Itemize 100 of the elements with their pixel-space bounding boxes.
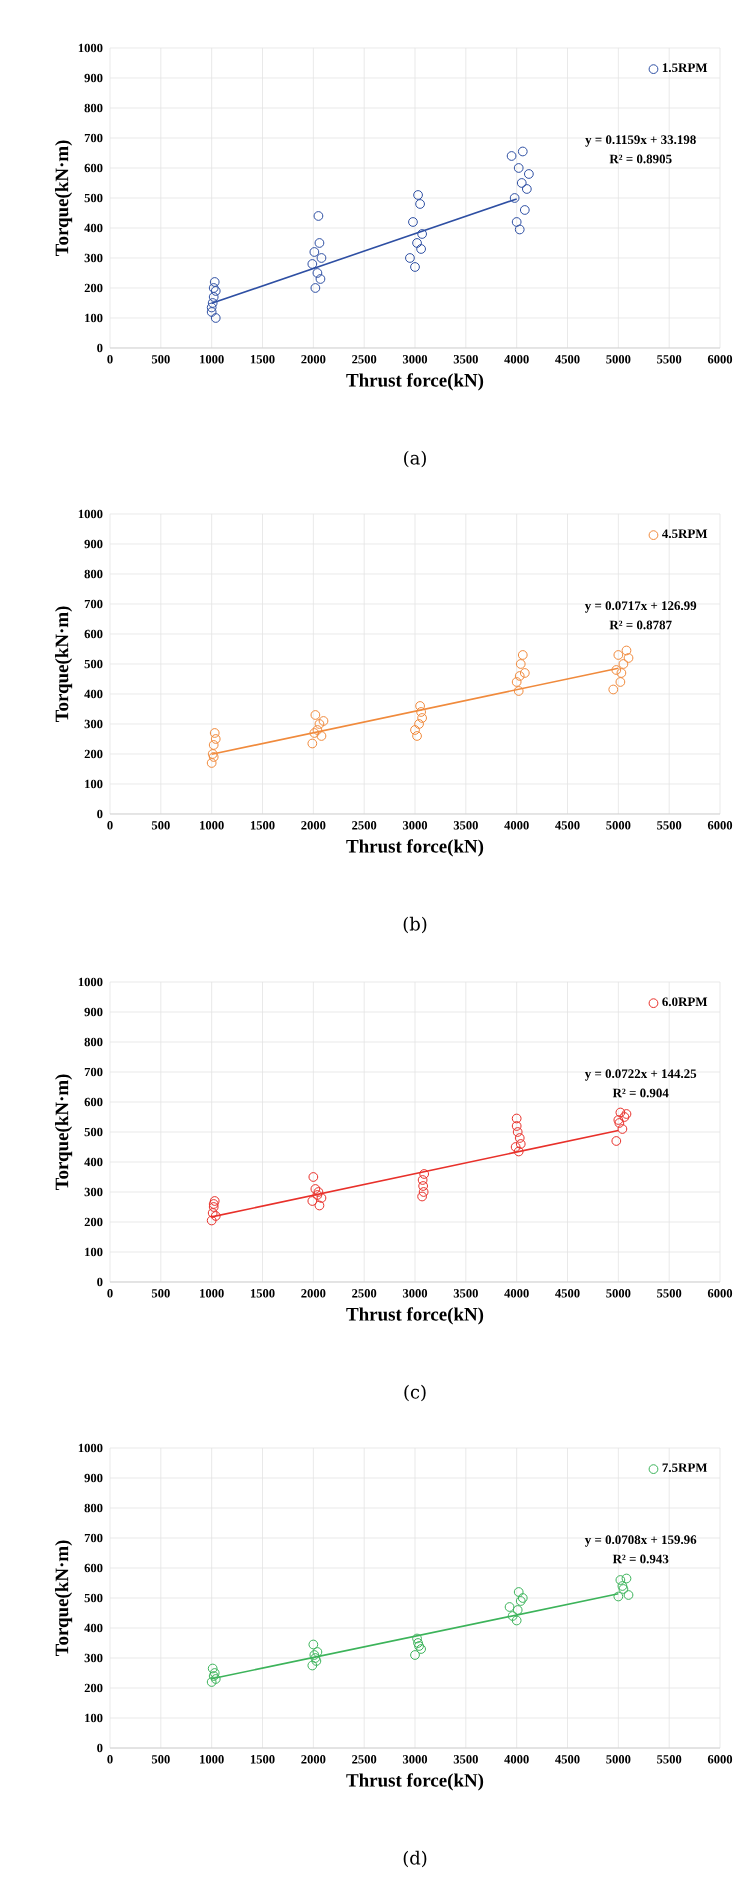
point [412,1633,422,1644]
point [307,259,318,269]
point [418,1187,429,1197]
text: (c) [404,1384,426,1402]
point [608,684,619,695]
point [513,1587,524,1597]
y-axis-title: Torque(kN·m) [54,140,73,257]
text: (d) [403,1850,427,1868]
y-axis-title: Torque(kN·m) [54,606,73,723]
point [410,262,420,272]
point [208,292,219,302]
point [416,244,426,254]
point [511,1615,522,1626]
point [504,1602,515,1612]
point [513,1146,524,1157]
point [523,169,534,179]
point [307,1196,318,1206]
point [514,1133,525,1143]
point [412,731,422,741]
point [410,725,420,735]
point [316,1193,327,1203]
point [417,229,427,239]
point [210,734,221,744]
point [412,238,422,248]
point [207,298,218,308]
point [613,1591,624,1602]
point [316,253,327,263]
point [308,1639,319,1650]
point [206,758,217,768]
point [514,224,525,235]
point [618,659,629,669]
y-axis-title: Torque(kN·m) [54,1074,73,1191]
point [206,1677,217,1687]
point [521,184,532,194]
point [314,719,325,729]
point [410,1650,420,1660]
point [615,1575,626,1585]
point [615,677,626,687]
point [209,728,220,738]
point [207,1663,218,1674]
point [413,190,423,200]
point [206,307,217,317]
point [418,1181,429,1191]
point [416,707,426,717]
point [312,268,323,278]
point [621,1573,632,1584]
x-axis-title: Thrust force(kN) [346,1773,484,1791]
point [513,686,524,696]
point [309,247,320,257]
point [615,1107,626,1118]
x-axis-title: Thrust force(kN) [346,839,484,857]
point [415,199,425,209]
point [611,1136,622,1146]
point [623,653,634,663]
point [419,1169,430,1179]
point [310,710,321,720]
point [512,1605,523,1615]
point [623,1590,634,1600]
point [308,1172,319,1182]
point [514,671,525,681]
point [314,238,325,248]
point [519,668,530,678]
point [613,650,624,660]
point [206,1215,217,1226]
point [415,701,425,711]
point [315,274,326,284]
point [513,163,524,173]
x-axis-title: Thrust force(kN) [346,373,484,391]
point [414,719,424,729]
point [210,313,221,323]
point [516,178,527,188]
point [616,668,627,678]
point [314,1200,325,1211]
point [512,1127,523,1137]
point [511,1113,522,1124]
y-axis-title: Torque(kN·m) [54,1540,73,1657]
point [417,1191,427,1202]
point [417,1175,428,1185]
point [417,713,427,723]
text: (b) [403,916,427,934]
point [316,731,327,741]
x-axis-title: Thrust force(kN) [346,1307,484,1325]
point [206,302,217,313]
point [511,1121,522,1131]
point [511,677,522,687]
point [515,659,526,669]
point [209,277,220,287]
point [517,146,528,157]
point [506,151,517,161]
point [515,1139,526,1149]
point [519,205,530,215]
point [510,1142,521,1152]
point [313,211,324,221]
point [517,650,528,660]
point [617,1124,628,1134]
point [511,217,522,227]
point [307,1660,318,1671]
point [621,645,632,656]
point [208,740,219,750]
point [408,217,418,227]
